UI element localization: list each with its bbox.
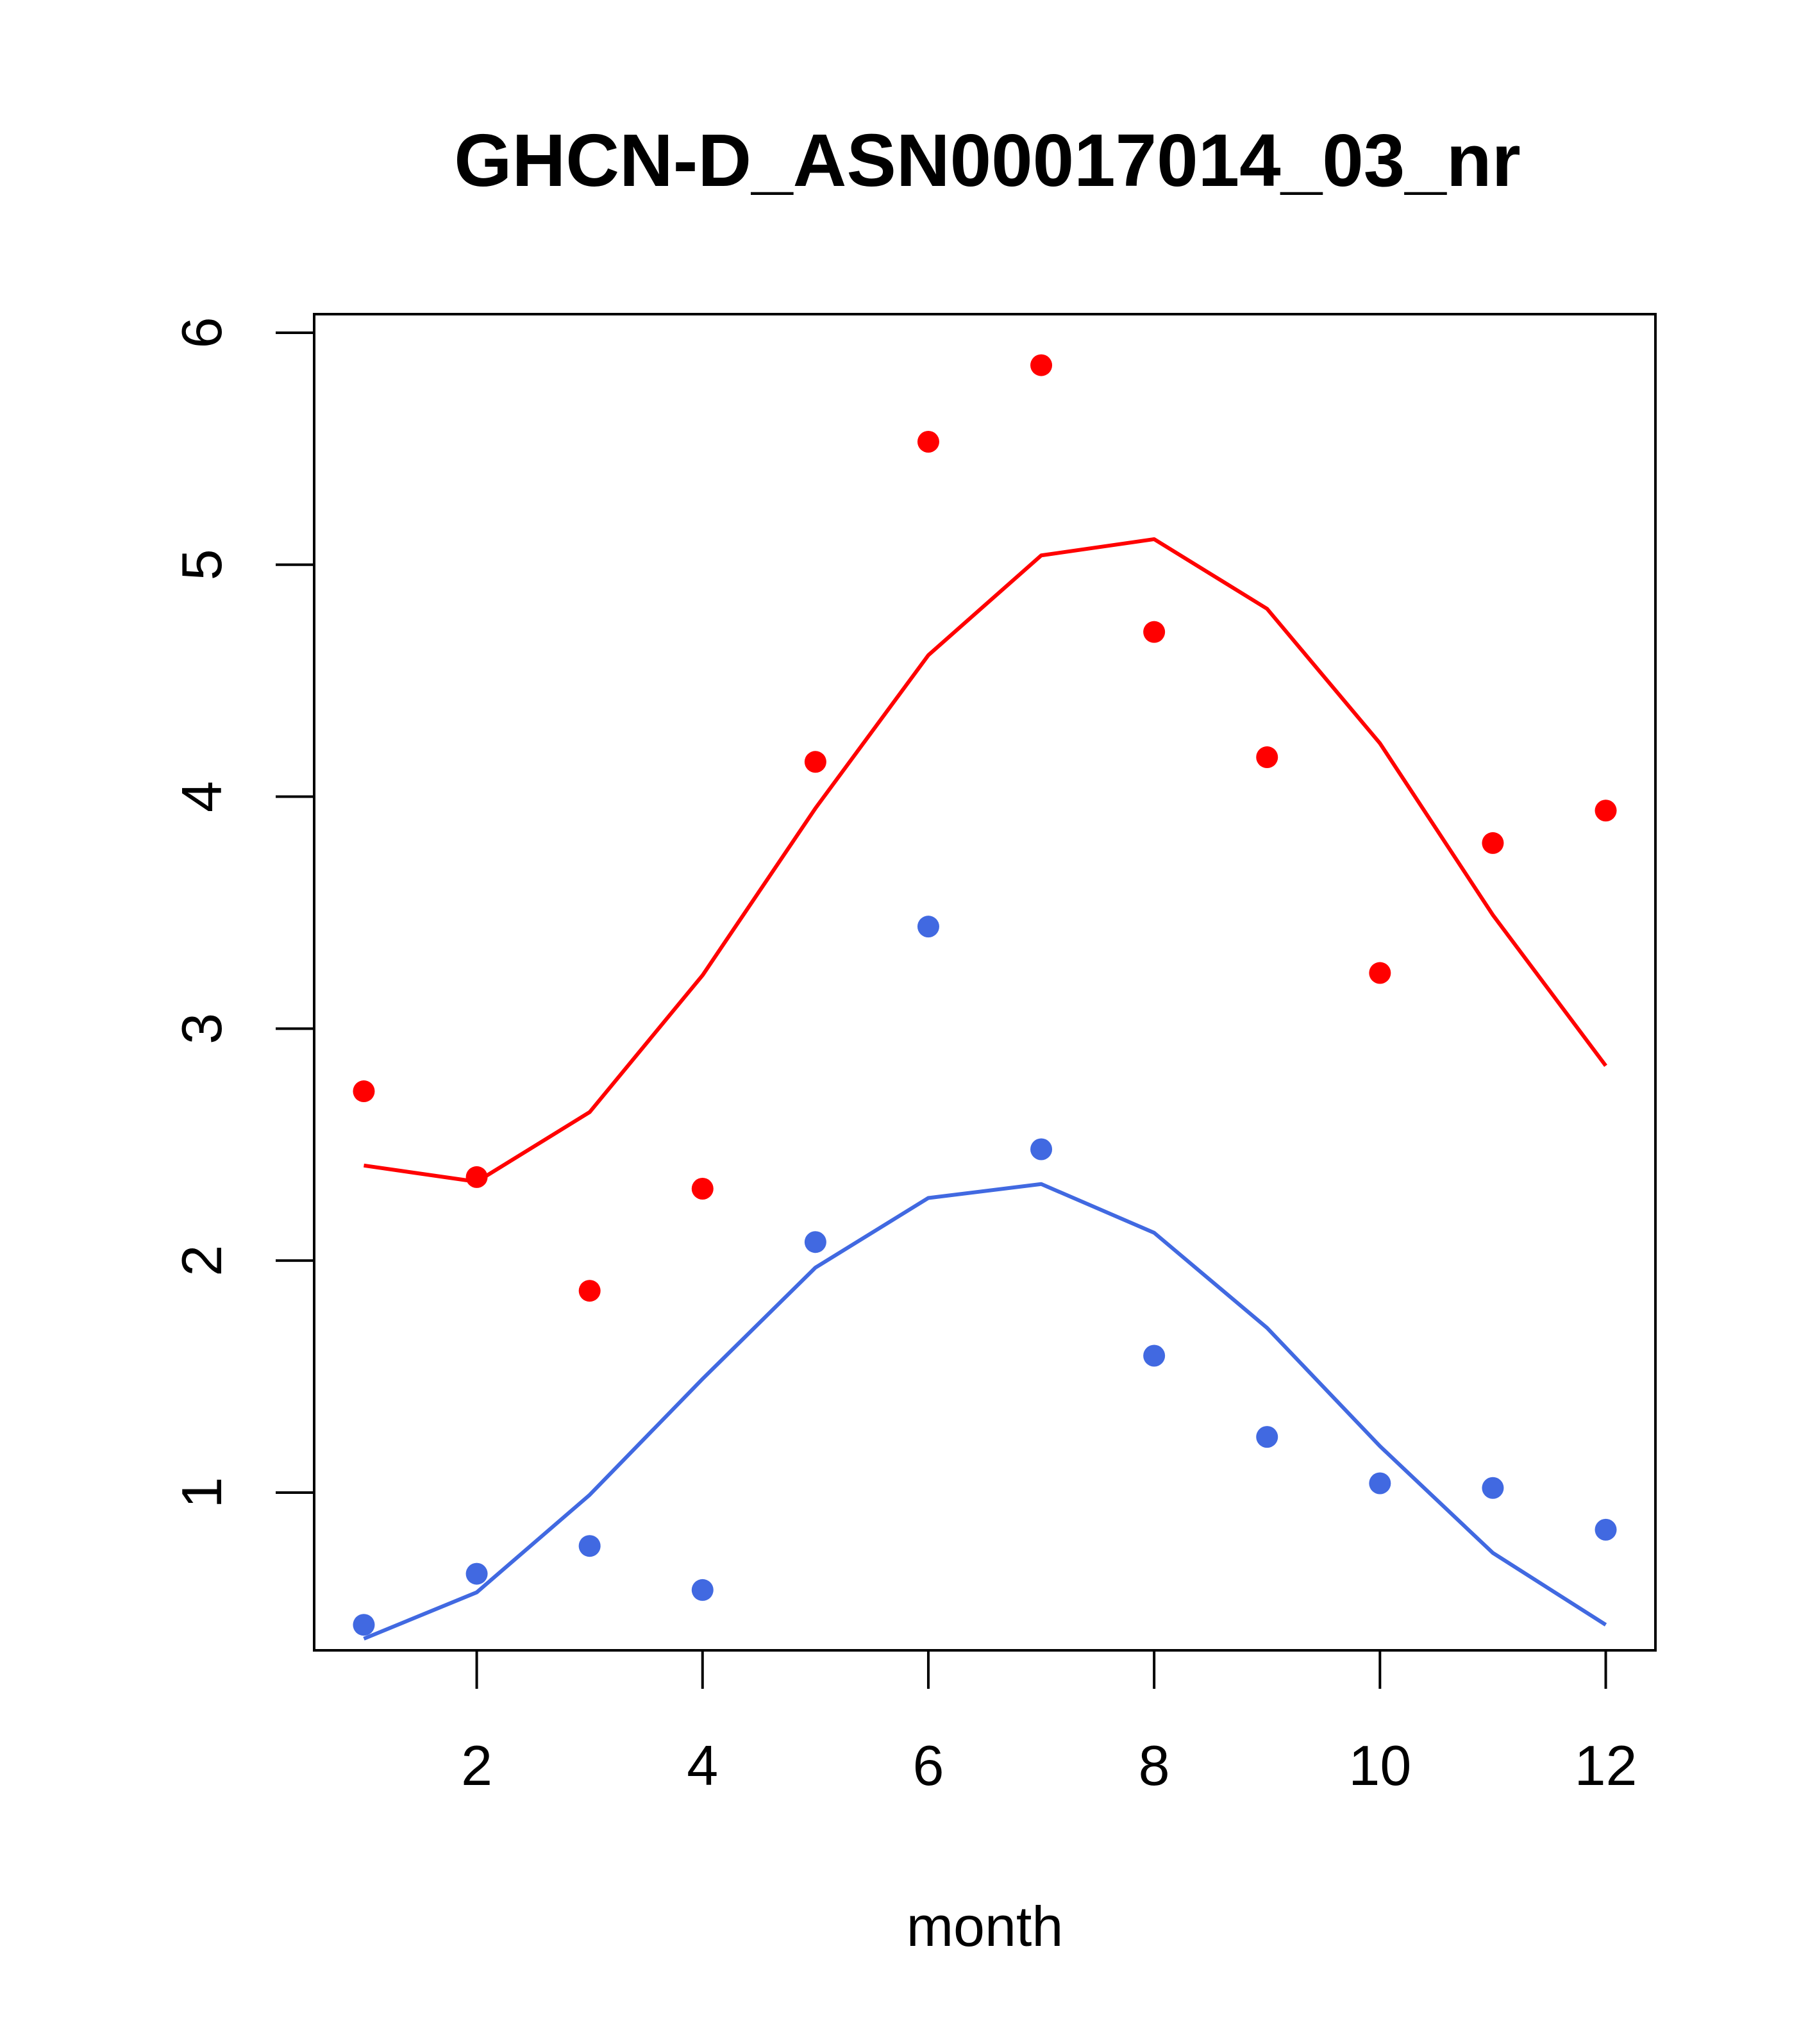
series-1-point [1482, 832, 1504, 854]
x-axis-label: month [907, 1895, 1064, 1958]
series-2-point [578, 1535, 601, 1557]
series-2-point [1030, 1138, 1053, 1160]
series-1-point [1143, 621, 1166, 643]
series-1-point [1595, 800, 1617, 822]
series-1-point [353, 1080, 375, 1103]
series-2-point [353, 1614, 375, 1636]
series-1-point [465, 1166, 488, 1188]
series-2-point [1143, 1345, 1166, 1367]
x-tick-label: 8 [1139, 1734, 1170, 1797]
series-2-point [1369, 1472, 1391, 1495]
x-tick-label: 4 [687, 1734, 718, 1797]
y-tick-label: 4 [170, 781, 233, 812]
series-2-point [1256, 1426, 1278, 1448]
series-1-point [1256, 746, 1278, 769]
series-2-point [1482, 1477, 1504, 1499]
x-tick-label: 12 [1575, 1734, 1637, 1797]
y-tick-label: 5 [170, 549, 233, 580]
series-2-line [363, 1182, 1607, 1641]
x-axis: 2 4 6 8 10 12 [461, 1649, 1637, 1797]
series-1-point [1369, 962, 1391, 984]
y-tick-label: 3 [170, 1013, 233, 1044]
series-2-point [465, 1562, 488, 1585]
series-1-point [917, 430, 939, 453]
chart-title: GHCN-D_ASN00017014_03_nr [454, 119, 1521, 202]
series-1-point [804, 751, 826, 773]
series-1-point [578, 1280, 601, 1302]
y-tick-label: 2 [170, 1245, 233, 1277]
y-tick-label: 6 [170, 317, 233, 348]
x-tick-label: 10 [1348, 1734, 1411, 1797]
x-tick-label: 2 [461, 1734, 492, 1797]
series-layer [353, 354, 1617, 1641]
series-2-point [691, 1579, 714, 1601]
y-axis: 1 2 3 4 5 6 [170, 317, 315, 1508]
series-2-point [804, 1231, 826, 1253]
x-tick-label: 6 [912, 1734, 944, 1797]
series-1-point [691, 1178, 714, 1200]
series-1-line [364, 537, 1607, 1184]
y-tick-label: 1 [170, 1477, 233, 1508]
series-1-point [1030, 354, 1053, 376]
series-2-point [1595, 1518, 1617, 1541]
series-2-point [917, 916, 939, 938]
